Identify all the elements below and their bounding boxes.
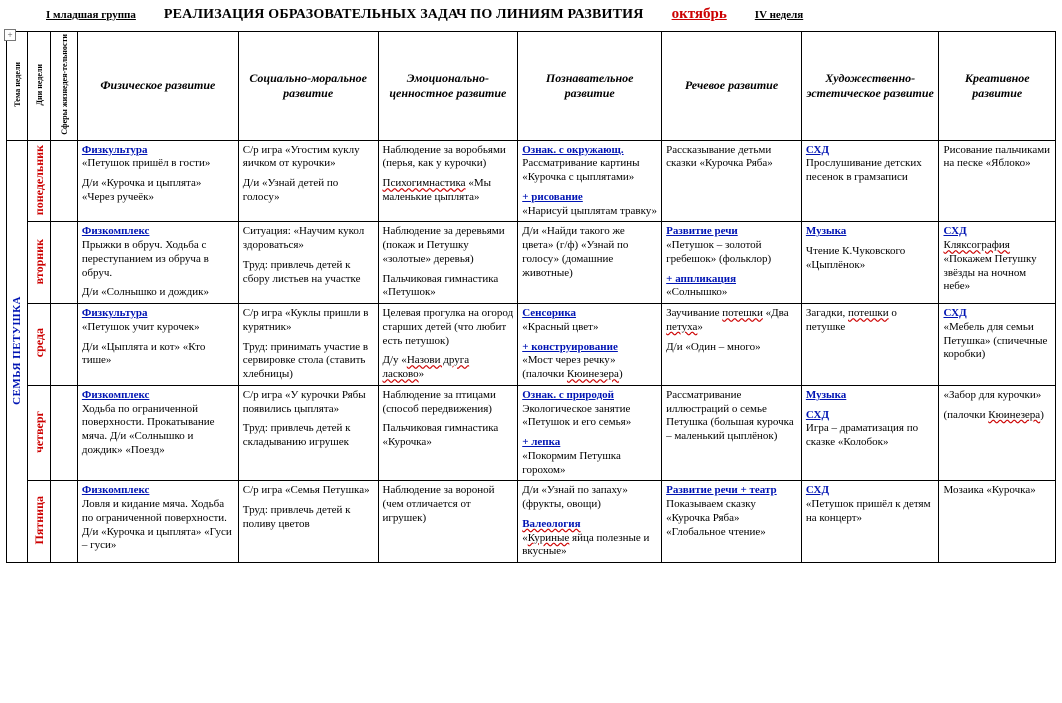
spheres-wed <box>51 304 77 386</box>
spheres-thu <box>51 385 77 481</box>
wed-c1: Физкультура«Петушок учит курочек» Д/и «Ц… <box>77 304 238 386</box>
mon-c3: Наблюдение за воробьями (перья, как у ку… <box>378 140 518 222</box>
day-fri: Пятница <box>28 481 51 563</box>
mon-c2: С/р игра «Угостим куклу яичком от курочк… <box>238 140 378 222</box>
tue-c6: Музыка Чтение К.Чуковского «Цыплёнок» <box>801 222 939 304</box>
wed-c6: Загадки, потешки о петушке <box>801 304 939 386</box>
wed-c7: СХД«Мебель для семьи Петушка» (спичечные… <box>939 304 1056 386</box>
tue-c2: Ситуация: «Научим кукол здороваться» Тру… <box>238 222 378 304</box>
thu-c2: С/р игра «У курочки Рябы появились цыпля… <box>238 385 378 481</box>
spheres-mon <box>51 140 77 222</box>
thu-c1: ФизкомплексХодьба по ограниченной поверх… <box>77 385 238 481</box>
col-phys: Физическое развитие <box>77 32 238 141</box>
plan-table: Тема недели Дни недели Сферы жизнедея-те… <box>6 31 1056 563</box>
week-theme-cell: СЕМЬЯ ПЕТУШКА <box>7 140 28 563</box>
col-days: Дни недели <box>28 32 51 141</box>
col-art: Художественно-эстетическое развитие <box>801 32 939 141</box>
col-soc: Социально-моральное развитие <box>238 32 378 141</box>
day-mon: понедельник <box>28 140 51 222</box>
fri-c4: Д/и «Узнай по запаху» (фрукты, овощи) Ва… <box>518 481 662 563</box>
mon-c5: Рассказывание детьми сказки «Курочка Ряб… <box>662 140 802 222</box>
fri-c6: СХД«Петушок пришёл к детям на концерт» <box>801 481 939 563</box>
wed-c3: Целевая прогулка на огород старших детей… <box>378 304 518 386</box>
spheres-tue <box>51 222 77 304</box>
col-emo: Эмоционально-ценностное развитие <box>378 32 518 141</box>
thu-c7: «Забор для курочки» (палочки Кюинезера) <box>939 385 1056 481</box>
fri-c3: Наблюдение за вороной (чем отличается от… <box>378 481 518 563</box>
col-spheres: Сферы жизнедея-тельности <box>51 32 77 141</box>
tue-c4: Д/и «Найди такого же цвета» (г/ф) «Узнай… <box>518 222 662 304</box>
mon-c4: Ознак. с окружающ.Рассматривание картины… <box>518 140 662 222</box>
tue-c1: ФизкомплексПрыжки в обруч. Ходьба с пере… <box>77 222 238 304</box>
mon-c1: Физкультура«Петушок пришёл в гости» Д/и … <box>77 140 238 222</box>
day-tue: вторник <box>28 222 51 304</box>
col-speech: Речевое развитие <box>662 32 802 141</box>
expand-icon[interactable]: + <box>4 29 16 41</box>
thu-c6: Музыка СХДИгра – драматизация по сказке … <box>801 385 939 481</box>
week-label: IV неделя <box>755 9 803 21</box>
col-week-theme: Тема недели <box>7 32 28 141</box>
page-title: РЕАЛИЗАЦИЯ ОБРАЗОВАТЕЛЬНЫХ ЗАДАЧ ПО ЛИНИ… <box>164 7 644 23</box>
tue-c7: СХДКляксография «Покажем Петушку звёзды … <box>939 222 1056 304</box>
table-wrapper: + Тема недели Дни недели Сферы жизнедея-… <box>6 31 1056 563</box>
mon-c6: СХДПрослушивание детских песенок в грамз… <box>801 140 939 222</box>
tue-c3: Наблюдение за деревьями (покаж и Петушку… <box>378 222 518 304</box>
spheres-fri <box>51 481 77 563</box>
title-bar: I младшая группа РЕАЛИЗАЦИЯ ОБРАЗОВАТЕЛЬ… <box>6 6 1056 31</box>
fri-c7: Мозаика «Курочка» <box>939 481 1056 563</box>
fri-c2: С/р игра «Семья Петушка» Труд: привлечь … <box>238 481 378 563</box>
thu-c5: Рассматривание иллюстраций о семье Петуш… <box>662 385 802 481</box>
day-thu: четверг <box>28 385 51 481</box>
thu-c4: Ознак. с природойЭкологическое занятие «… <box>518 385 662 481</box>
wed-c4: Сенсорика«Красный цвет» + конструировани… <box>518 304 662 386</box>
fri-c5: Развитие речи + театрПоказываем сказку «… <box>662 481 802 563</box>
thu-c3: Наблюдение за птицами (способ передвижен… <box>378 385 518 481</box>
group-label: I младшая группа <box>46 9 136 21</box>
month-label: октябрь <box>672 6 727 23</box>
col-creat: Креативное развитие <box>939 32 1056 141</box>
mon-c7: Рисование пальчиками на песке «Яблоко» <box>939 140 1056 222</box>
wed-c2: С/р игра «Куклы пришли в курятник» Труд:… <box>238 304 378 386</box>
tue-c5: Развитие речи«Петушок – золотой гребешок… <box>662 222 802 304</box>
day-wed: среда <box>28 304 51 386</box>
fri-c1: ФизкомплексЛовля и кидание мяча. Ходьба … <box>77 481 238 563</box>
wed-c5: Заучивание потешки «Два петуха» Д/и «Оди… <box>662 304 802 386</box>
col-cog: Познавательное развитие <box>518 32 662 141</box>
